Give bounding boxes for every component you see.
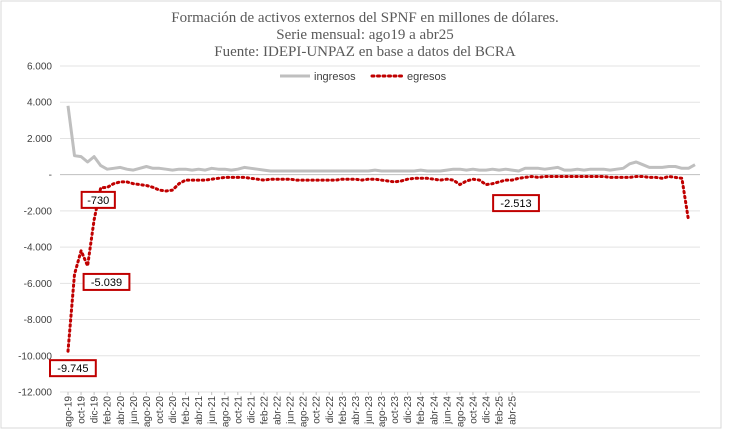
x-tick-label: ago-19 xyxy=(64,396,75,428)
x-tick-label: ago-24 xyxy=(455,396,466,428)
x-tick-label: jun-21 xyxy=(207,396,218,425)
annotation-box xyxy=(82,272,131,291)
y-tick-label: - xyxy=(49,170,52,181)
x-tick-label: ago-20 xyxy=(142,396,153,428)
x-tick-label: ago-21 xyxy=(220,396,231,428)
x-tick-label: ago-23 xyxy=(377,396,388,428)
x-tick-label: abr-23 xyxy=(351,396,362,425)
y-tick-label: 6.000 xyxy=(27,62,52,73)
y-tick-label: -12.000 xyxy=(18,388,52,399)
x-tick-label: feb-23 xyxy=(338,396,349,425)
y-tick-label: -6.000 xyxy=(24,279,53,290)
annotation-box xyxy=(492,194,540,213)
series-line-ingresos xyxy=(66,105,696,173)
x-tick-label: jun-24 xyxy=(442,396,453,425)
annotation-label: -9.745 xyxy=(57,363,88,375)
x-tick-label: abr-24 xyxy=(429,396,440,425)
x-tick-label: abr-22 xyxy=(273,396,284,425)
x-tick-label: dic-19 xyxy=(90,396,101,424)
x-tick-label: feb-24 xyxy=(416,396,427,425)
x-tick-label: oct-24 xyxy=(468,396,479,424)
x-tick-label: dic-21 xyxy=(246,396,257,424)
x-tick-label: feb-22 xyxy=(259,396,270,425)
x-tick-label: oct-20 xyxy=(155,396,166,424)
y-tick-label: 4.000 xyxy=(27,98,52,109)
annotation-label: -2.513 xyxy=(500,198,531,210)
annotation-box xyxy=(80,190,116,209)
series-lines xyxy=(66,105,696,353)
x-tick-label: abr-20 xyxy=(116,396,127,425)
gridlines xyxy=(60,65,700,393)
legend-label-ingresos: ingresos xyxy=(314,71,356,83)
chart-title-line-2: Serie mensual: ago19 a abr25 xyxy=(276,27,453,43)
y-tick-label: -4.000 xyxy=(24,243,53,254)
y-tick-label: -8.000 xyxy=(24,315,53,326)
annotation-label: -730 xyxy=(87,195,109,207)
legend-label-egresos: egresos xyxy=(407,71,447,83)
x-tick-label: abr-25 xyxy=(508,396,519,425)
x-tick-label: dic-23 xyxy=(403,396,414,424)
x-tick-label: abr-21 xyxy=(194,396,205,425)
x-tick-label: jun-20 xyxy=(129,396,140,425)
x-tick-label: dic-22 xyxy=(325,396,336,424)
y-tick-label: -2.000 xyxy=(24,206,53,217)
series-line-egresos xyxy=(66,175,690,353)
x-tick-label: feb-25 xyxy=(495,396,506,425)
y-tick-label: 2.000 xyxy=(27,134,52,145)
x-tick-label: jun-22 xyxy=(286,396,297,425)
x-tick-label: jun-23 xyxy=(364,396,375,425)
x-tick-label: feb-20 xyxy=(103,396,114,425)
x-tick-label: dic-20 xyxy=(168,396,179,424)
x-axis: ago-19 oct-19 dic-19 feb-20 abr-20 jun-20 ago-… xyxy=(64,392,519,427)
annotation-box xyxy=(49,359,97,378)
annotation-label: -5.039 xyxy=(91,277,122,289)
x-tick-label: oct-23 xyxy=(390,396,401,424)
x-tick-label: dic-24 xyxy=(482,396,493,424)
x-tick-label: feb-21 xyxy=(181,396,192,425)
x-tick-label: oct-21 xyxy=(233,396,244,424)
x-tick-label: oct-22 xyxy=(312,396,323,424)
y-axis: 6.000 4.000 2.000 - -2.000 -4.000 -6.000 -8.000… xyxy=(18,62,52,399)
x-tick-label: ago-22 xyxy=(299,396,310,428)
data-annotations: -9.745 -5.039 -730 -2.513 xyxy=(49,190,540,378)
y-tick-label: -10.000 xyxy=(18,351,52,362)
chart-title-line-3: Fuente: IDEPI-UNPAZ en base a datos del … xyxy=(214,44,516,60)
chart-title-line-1: Formación de activos externos del SPNF e… xyxy=(171,10,558,26)
chart-frame xyxy=(0,0,722,429)
x-tick-label: oct-19 xyxy=(77,396,88,424)
legend: ingresos egresos xyxy=(280,71,447,83)
